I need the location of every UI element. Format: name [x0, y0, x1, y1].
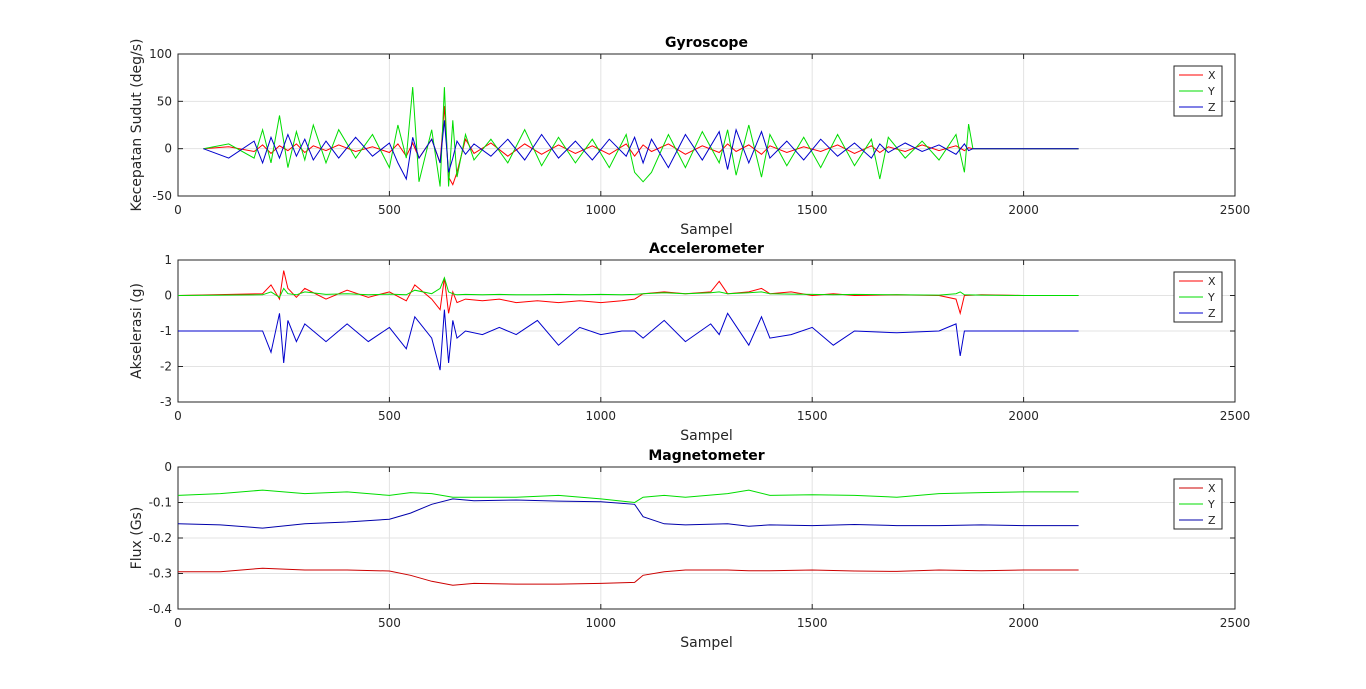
series-line-z	[203, 120, 1079, 181]
legend-label: Y	[1207, 291, 1215, 304]
y-axis-label: Flux (Gs)	[129, 507, 145, 570]
y-axis-label: Kecepatan Sudut (deg/s)	[129, 38, 145, 211]
series-line-x	[178, 567, 1079, 586]
legend-label: Z	[1208, 514, 1216, 527]
chart-title: Magnetometer	[648, 448, 764, 464]
series-line-y	[178, 489, 1079, 504]
x-tick-label: 1000	[586, 409, 617, 423]
y-tick-label: 0	[164, 289, 172, 303]
x-axis-label: Sampel	[680, 428, 733, 444]
legend: XYZ	[1173, 65, 1223, 117]
y-tick-label: 50	[157, 94, 172, 108]
legend-label: Y	[1207, 85, 1215, 98]
legend-label: X	[1208, 275, 1216, 288]
y-tick-label: 1	[164, 253, 172, 267]
legend: XYZ	[1173, 478, 1223, 530]
x-axis-label: Sampel	[680, 635, 733, 651]
y-tick-label: -0.2	[149, 531, 172, 545]
legend-label: X	[1208, 69, 1216, 82]
x-tick-label: 1000	[586, 616, 617, 630]
y-tick-label: -2	[160, 360, 172, 374]
y-tick-label: -0.3	[149, 567, 172, 581]
y-tick-label: 100	[149, 47, 172, 61]
legend-label: Y	[1207, 498, 1215, 511]
x-tick-label: 500	[378, 616, 401, 630]
y-tick-label: 0	[164, 142, 172, 156]
y-tick-label: -0.1	[149, 496, 172, 510]
y-tick-label: -50	[152, 189, 172, 203]
x-tick-label: 500	[378, 203, 401, 217]
y-tick-label: -0.4	[149, 602, 172, 616]
series-line-z	[178, 309, 1079, 371]
chart-title: Gyroscope	[665, 35, 748, 51]
x-tick-label: 2500	[1220, 616, 1251, 630]
x-tick-label: 2000	[1008, 203, 1039, 217]
series-line-z	[178, 498, 1079, 529]
x-tick-label: 1500	[797, 203, 828, 217]
x-tick-label: 2500	[1220, 203, 1251, 217]
x-tick-label: 2000	[1008, 616, 1039, 630]
x-tick-label: 0	[174, 409, 182, 423]
y-tick-label: -3	[160, 395, 172, 409]
legend-label: Z	[1208, 101, 1216, 114]
x-tick-label: 0	[174, 203, 182, 217]
x-tick-label: 1500	[797, 616, 828, 630]
y-tick-label: 0	[164, 460, 172, 474]
subplot-magnetometer: 0 500 1000 1500 2000 2500 -0.4 -0.3 -0.2 -0.1 0 Mag…	[129, 448, 1250, 651]
x-tick-label: 0	[174, 616, 182, 630]
chart-title: Accelerometer	[649, 241, 764, 257]
x-axis-label: Sampel	[680, 222, 733, 238]
subplot-gyroscope: 0 500 1000 1500 2000 2500-50050100GyroscopeSa…	[129, 35, 1250, 238]
x-tick-label: 500	[378, 409, 401, 423]
x-tick-label: 1500	[797, 409, 828, 423]
x-tick-label: 1000	[586, 203, 617, 217]
x-tick-label: 2500	[1220, 409, 1251, 423]
y-tick-label: -1	[160, 324, 172, 338]
axes-box	[177, 53, 1236, 197]
legend-label: Z	[1208, 307, 1216, 320]
legend-label: X	[1208, 482, 1216, 495]
y-axis-label: Akselerasi (g)	[129, 283, 145, 379]
subplot-accelerometer: 0 500 1000 1500 2000 2500 -3 -2 -1 0 1 Acceleromete…	[129, 241, 1250, 444]
series-line-y	[178, 276, 1079, 299]
x-tick-label: 2000	[1008, 409, 1039, 423]
legend: XYZ	[1173, 271, 1223, 323]
